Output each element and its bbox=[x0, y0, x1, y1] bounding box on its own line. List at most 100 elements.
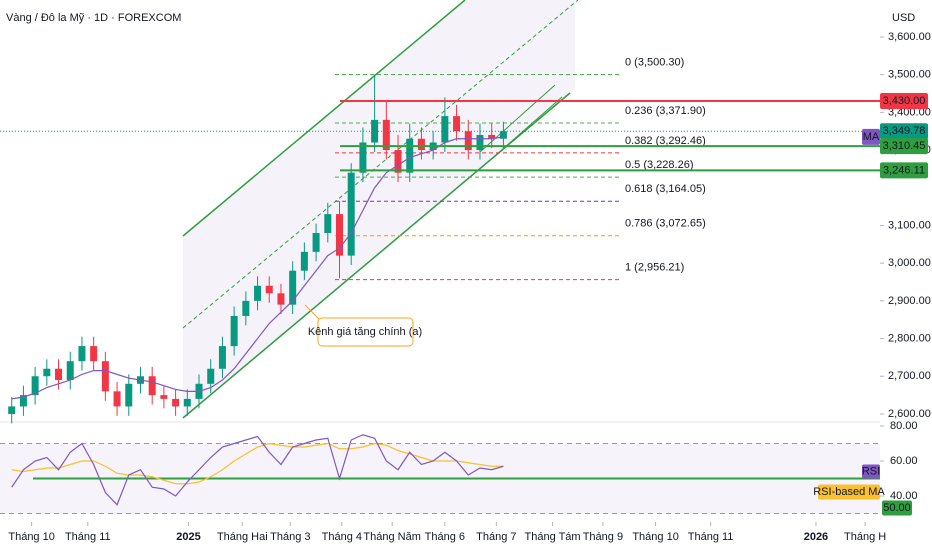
y-tick-label: 2,700.00 bbox=[888, 370, 931, 382]
candle-body bbox=[207, 368, 215, 384]
candle-body bbox=[113, 391, 121, 407]
candle-body bbox=[19, 395, 27, 407]
x-tick-label: 2025 bbox=[176, 531, 200, 543]
price-box bbox=[880, 93, 928, 110]
rsi-tick-label: 60.00 bbox=[890, 455, 918, 467]
price-box-label: 3,349.78 bbox=[883, 125, 926, 137]
y-tick-label: 3,400.00 bbox=[888, 106, 931, 118]
candle-body bbox=[254, 285, 262, 301]
candle-body bbox=[31, 376, 39, 396]
channel-mid bbox=[182, 0, 579, 329]
candle-body bbox=[55, 368, 63, 381]
candle-body bbox=[335, 214, 343, 256]
ma-box bbox=[862, 128, 880, 145]
candle-body bbox=[453, 116, 461, 132]
rsi-tick-label: 40.00 bbox=[890, 490, 918, 502]
price-box bbox=[880, 162, 928, 179]
ma-box-label: MA bbox=[863, 131, 880, 143]
candle-body bbox=[277, 293, 285, 305]
fib-label: 0.786 (3,072.65) bbox=[625, 218, 706, 230]
candle-body bbox=[242, 300, 250, 316]
y-tick-label: 3,600.00 bbox=[888, 31, 931, 43]
candle-body bbox=[230, 315, 238, 347]
candle-body bbox=[125, 383, 133, 407]
candle-body bbox=[90, 346, 98, 362]
fib-label: 0 (3,500.30) bbox=[625, 56, 684, 68]
rsi-mid-label: 50.00 bbox=[883, 502, 911, 514]
price-box bbox=[880, 138, 928, 155]
price-box-label: 3,246.11 bbox=[883, 164, 925, 176]
x-tick-label: Tháng Tám bbox=[525, 531, 581, 543]
candle-body bbox=[359, 142, 367, 173]
chart-title: Vàng / Đô la Mỹ · 1D · FOREXCOM bbox=[6, 12, 181, 24]
candle-body bbox=[312, 232, 320, 252]
x-tick-label: Tháng 9 bbox=[583, 531, 623, 543]
x-tick-label: Tháng 11 bbox=[688, 531, 734, 543]
candle-body bbox=[66, 361, 74, 381]
y-tick-label: 3,100.00 bbox=[888, 219, 931, 231]
candle-body bbox=[488, 134, 496, 139]
x-tick-label: Tháng Năm bbox=[363, 531, 420, 543]
candle-body bbox=[265, 285, 273, 294]
candle-body bbox=[382, 119, 390, 151]
x-tick-label: Tháng 4 bbox=[322, 531, 362, 543]
y-tick-label: 2,600.00 bbox=[888, 408, 931, 420]
candle-body bbox=[441, 116, 449, 143]
candle-body bbox=[394, 150, 402, 173]
candle-body bbox=[183, 398, 191, 407]
candle-body bbox=[218, 346, 226, 369]
x-tick-label: 2026 bbox=[804, 531, 828, 543]
candle-body bbox=[300, 251, 308, 271]
rsi-box bbox=[862, 464, 880, 479]
candle-body bbox=[406, 138, 414, 173]
channel-fill bbox=[183, 0, 575, 418]
channel-upper bbox=[182, 0, 466, 237]
price-box bbox=[880, 123, 928, 140]
rsi-ma-line bbox=[11, 442, 504, 485]
y-tick-label: 3,000.00 bbox=[888, 257, 931, 269]
x-tick-label: Tháng H bbox=[844, 531, 886, 543]
candle-body bbox=[148, 376, 156, 396]
rsi-ma-box bbox=[818, 484, 880, 500]
x-tick-label: Tháng 7 bbox=[476, 531, 516, 543]
fib-label: 1 (2,956.21) bbox=[625, 262, 684, 274]
candle-body bbox=[289, 270, 297, 305]
x-tick-label: Tháng 3 bbox=[270, 531, 310, 543]
candle-body bbox=[476, 134, 484, 151]
y-tick-label: 3,500.00 bbox=[888, 69, 931, 81]
sub-channel bbox=[479, 84, 556, 153]
candle-body bbox=[160, 395, 168, 399]
fib-label: 0.236 (3,371.90) bbox=[625, 105, 706, 117]
y-tick-label: 2,800.00 bbox=[888, 332, 931, 344]
ma-line bbox=[11, 136, 504, 400]
candle-body bbox=[499, 131, 507, 139]
y-tick-label: 2,900.00 bbox=[888, 295, 931, 307]
rsi-line bbox=[11, 434, 504, 506]
candle-body bbox=[172, 398, 180, 407]
candle-body bbox=[464, 131, 472, 151]
candle-body bbox=[43, 368, 51, 377]
candle-body bbox=[101, 361, 109, 392]
price-box-label: 3,310.45 bbox=[883, 140, 926, 152]
candle-body bbox=[347, 172, 355, 256]
x-tick-label: Tháng 11 bbox=[65, 531, 111, 543]
x-tick-label: Tháng Hai bbox=[217, 531, 268, 543]
fib-label: 0.382 (3,292.46) bbox=[625, 135, 706, 147]
price-box-label: 3,430.00 bbox=[883, 95, 926, 107]
candle-body bbox=[417, 138, 425, 151]
rsi-mid-box bbox=[882, 500, 912, 516]
annotation: Kênh giá tăng chính (a) bbox=[308, 326, 422, 338]
fib-label: 0.618 (3,164.05) bbox=[625, 183, 706, 195]
x-tick-label: Tháng 10 bbox=[8, 531, 54, 543]
sub-channel bbox=[487, 96, 563, 163]
candle-body bbox=[8, 406, 16, 414]
candle-body bbox=[324, 214, 332, 233]
fib-label: 0.5 (3,228.26) bbox=[625, 159, 694, 171]
rsi-box-label: RSI bbox=[862, 465, 880, 477]
candle-body bbox=[78, 346, 86, 362]
candle-body bbox=[371, 119, 379, 143]
rsi-tick-label: 80.00 bbox=[890, 420, 918, 432]
annotation-box bbox=[317, 317, 414, 347]
x-tick-label: Tháng 6 bbox=[425, 531, 465, 543]
